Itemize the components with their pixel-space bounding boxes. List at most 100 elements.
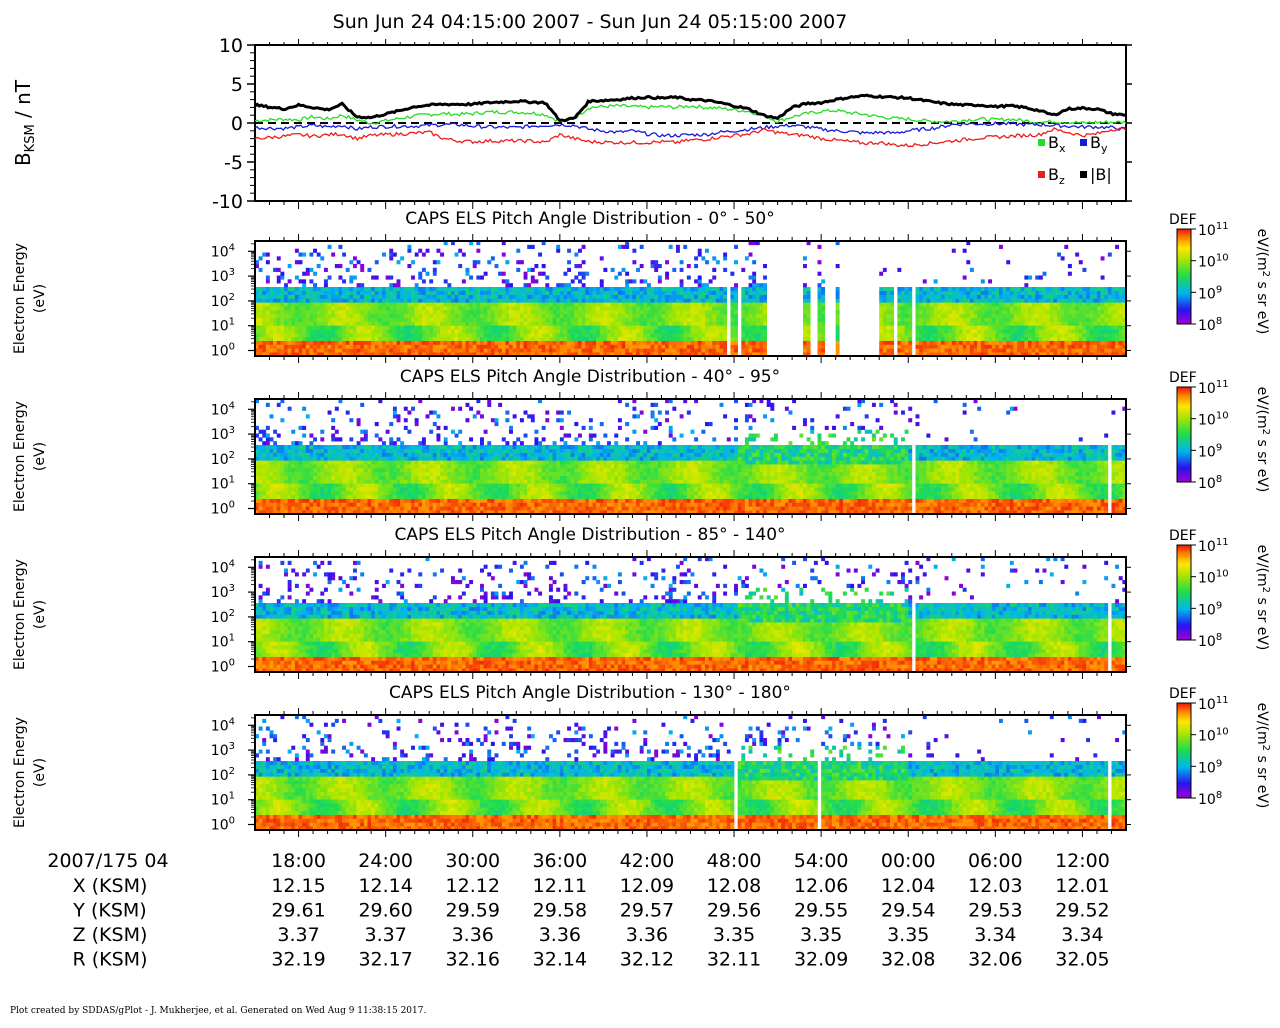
heat-cell [262, 295, 266, 299]
heat-cell [622, 345, 626, 349]
heat-cell [818, 291, 822, 295]
heat-cell [705, 299, 709, 303]
heat-cell [680, 302, 684, 306]
heat-cell [625, 322, 629, 326]
heat-cell [1108, 322, 1112, 326]
heat-cell [1093, 310, 1097, 314]
heat-cell [455, 329, 459, 333]
heat-cell [680, 295, 684, 299]
heat-cell [752, 325, 756, 329]
heat-cell [883, 341, 887, 345]
heat-cell [360, 306, 364, 310]
heat-cell [349, 503, 353, 507]
heat-cell [360, 318, 364, 322]
heat-cell [418, 318, 422, 322]
heat-cell [618, 341, 622, 345]
heat-cell [1061, 287, 1065, 291]
heat-cell [698, 249, 702, 253]
heat-cell [945, 337, 949, 341]
heat-cell [353, 333, 357, 337]
heat-cell [574, 291, 578, 295]
heat-cell [280, 480, 284, 484]
heat-cell [1119, 314, 1123, 318]
heat-cell [1108, 333, 1112, 337]
heat-cell [916, 302, 920, 306]
heat-cell [426, 329, 430, 333]
heat-cell [495, 333, 499, 337]
heat-cell [618, 299, 622, 303]
heat-cell [654, 325, 658, 329]
heat-cell [672, 318, 676, 322]
heat-cell [498, 322, 502, 326]
heat-cell [1090, 291, 1094, 295]
heat-cell [302, 283, 306, 287]
heat-cell [607, 325, 611, 329]
heat-cell [433, 306, 437, 310]
heat-cell [661, 291, 665, 295]
heat-cell [836, 299, 840, 303]
heat-cell [603, 314, 607, 318]
heat-cell [288, 460, 292, 464]
heat-cell [270, 310, 274, 314]
heat-cell [447, 329, 451, 333]
heat-cell [476, 318, 480, 322]
heat-cell [1021, 287, 1025, 291]
heat-cell [720, 341, 724, 345]
heat-cell [277, 268, 281, 272]
heat-cell [270, 329, 274, 333]
heat-cell [923, 287, 927, 291]
heat-cell [632, 333, 636, 337]
heat-cell [549, 291, 553, 295]
heat-cell [386, 314, 390, 318]
heat-cell [759, 348, 763, 352]
heat-cell [563, 329, 567, 333]
heat-cell [324, 337, 328, 341]
heat-cell [651, 299, 655, 303]
heat-cell [818, 329, 822, 333]
heat-cell [734, 283, 738, 287]
heat-cell [941, 325, 945, 329]
heat-cell [945, 291, 949, 295]
heat-cell [415, 341, 419, 345]
heat-cell [941, 333, 945, 337]
heat-cell [1006, 325, 1010, 329]
heat-cell [495, 314, 499, 318]
heat-cell [433, 314, 437, 318]
heat-cell [353, 325, 357, 329]
heat-cell [313, 291, 317, 295]
heat-cell [1075, 329, 1079, 333]
heat-cell [665, 299, 669, 303]
heat-cell [309, 287, 313, 291]
heat-cell [393, 333, 397, 337]
heat-cell [622, 314, 626, 318]
heat-cell [284, 487, 288, 491]
heat-cell [313, 272, 317, 276]
heat-cell [1108, 291, 1112, 295]
heat-cell [436, 318, 440, 322]
heat-cell [632, 260, 636, 264]
heat-cell [291, 322, 295, 326]
heat-cell [331, 299, 335, 303]
heat-cell [498, 306, 502, 310]
heat-cell [640, 306, 644, 310]
heat-cell [295, 322, 299, 326]
heat-cell [1053, 302, 1057, 306]
heat-cell [1104, 322, 1108, 326]
heat-cell [357, 337, 361, 341]
heat-cell [720, 310, 724, 314]
heat-cell [415, 310, 419, 314]
heat-cell [309, 329, 313, 333]
heat-cell [632, 341, 636, 345]
heat-cell [378, 348, 382, 352]
heat-cell [259, 468, 263, 472]
heat-cell [295, 260, 299, 264]
heat-cell [905, 337, 909, 341]
heat-cell [284, 283, 288, 287]
heat-cell [400, 302, 404, 306]
heat-cell [970, 337, 974, 341]
heat-cell [593, 306, 597, 310]
heat-cell [948, 314, 952, 318]
heat-cell [520, 310, 524, 314]
heat-cell [273, 495, 277, 499]
heat-cell [1010, 318, 1014, 322]
